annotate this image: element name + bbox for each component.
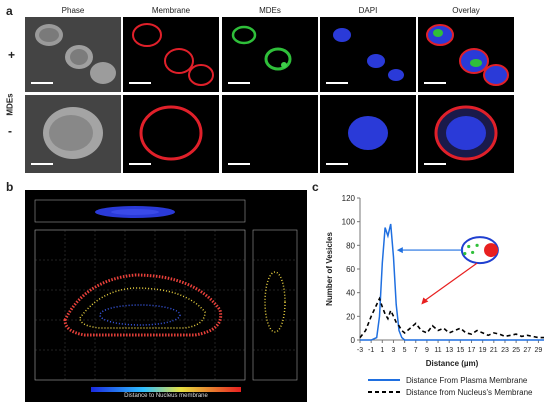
y-tick-label: 20 <box>346 312 355 321</box>
panel-c-label: c <box>312 180 319 194</box>
x-tick-label: 25 <box>512 347 520 354</box>
scale-bar <box>228 82 250 84</box>
x-tick-label: -3 <box>357 347 363 354</box>
y-tick-label: 40 <box>346 289 355 298</box>
column-header-overlay: Overlay <box>452 6 480 15</box>
x-tick-label: 13 <box>445 347 453 354</box>
series-line-plasma <box>360 223 544 341</box>
vesicle-distance-chart: 0 20 40 60 80 100 120 -3 -1 1 3 5 7 9 11 13 15 17 19 21 23 25… <box>322 190 550 406</box>
image-membrane-minus <box>123 95 219 173</box>
x-tick-label: 1 <box>380 347 384 354</box>
x-tick-label: 23 <box>501 347 509 354</box>
panel-a-label: a <box>6 4 13 18</box>
x-tick-label: -1 <box>368 347 374 354</box>
scale-bar <box>326 163 348 165</box>
row-axis-label: MDEs <box>5 93 15 116</box>
x-tick-label: 3 <box>392 347 396 354</box>
image-phase-minus <box>25 95 121 173</box>
x-tick-label: 9 <box>425 347 429 354</box>
column-header-membrane: Membrane <box>151 6 191 15</box>
scale-bar <box>326 82 348 84</box>
x-tick-label: 15 <box>456 347 464 354</box>
legend-item-plasma: Distance From Plasma Membrane <box>368 374 532 386</box>
scale-bar <box>129 82 151 84</box>
x-tick-label: 19 <box>479 347 487 354</box>
y-tick-label: 100 <box>342 218 356 227</box>
y-tick-label: 60 <box>346 265 355 274</box>
y-tick-label: 120 <box>342 194 356 203</box>
scale-bar <box>31 82 53 84</box>
series-line-nucleus <box>359 296 544 339</box>
chart-legend: Distance From Plasma Membrane Distance f… <box>368 374 532 398</box>
y-axis-label: Number of Vesicles <box>325 232 334 306</box>
image-mdes-minus <box>222 95 318 173</box>
arrow-head-plasma <box>396 247 403 254</box>
schematic-vesicle <box>467 244 471 249</box>
x-tick-label: 17 <box>468 347 476 354</box>
x-tick-label: 21 <box>490 347 498 354</box>
scale-bar <box>424 82 446 84</box>
colorbar-label: Distance to Nucleus membrane <box>124 393 208 399</box>
row-label-minus: - <box>8 124 12 138</box>
image-overlay-minus <box>418 95 514 173</box>
y-tick-label: 80 <box>346 241 355 250</box>
x-tick-label: 27 <box>523 347 531 354</box>
legend-label-nucleus: Distance from Nucleus's Membrane <box>406 387 533 397</box>
image-phase-plus <box>25 17 121 92</box>
image-mdes-plus <box>222 17 318 92</box>
column-header-dapi: DAPI <box>358 6 378 15</box>
panel-b-label: b <box>6 180 14 194</box>
image-overlay-plus <box>418 17 514 92</box>
schematic-vesicle <box>471 250 475 255</box>
image-membrane-plus <box>123 17 219 92</box>
x-tick-label: 5 <box>403 347 407 354</box>
scale-bar <box>424 163 446 165</box>
arrow-head-nucleus <box>421 297 429 305</box>
schematic-vesicle <box>463 252 467 256</box>
schematic-nucleus <box>484 243 499 258</box>
image-dapi-plus <box>320 17 416 92</box>
legend-item-nucleus: Distance from Nucleus's Membrane <box>368 386 532 398</box>
x-tick-label: 7 <box>414 347 418 354</box>
confocal-3d-plot: Distance to Nucleus membrane <box>25 190 307 402</box>
row-label-plus: + <box>8 48 16 62</box>
x-axis-label: Distance (µm) <box>426 359 479 368</box>
y-tick-label: 0 <box>351 336 356 345</box>
scale-bar <box>129 163 151 165</box>
column-header-phase: Phase <box>61 6 85 15</box>
legend-label-plasma: Distance From Plasma Membrane <box>406 375 528 385</box>
arrow-to-nucleus <box>423 262 478 302</box>
column-header-mdes: MDEs <box>259 6 281 15</box>
schematic-vesicle <box>475 243 479 247</box>
scale-bar <box>228 163 250 165</box>
x-tick-label: 29 <box>535 347 543 354</box>
image-dapi-minus <box>320 95 416 173</box>
scale-bar <box>31 163 53 165</box>
x-tick-label: 11 <box>434 347 441 354</box>
